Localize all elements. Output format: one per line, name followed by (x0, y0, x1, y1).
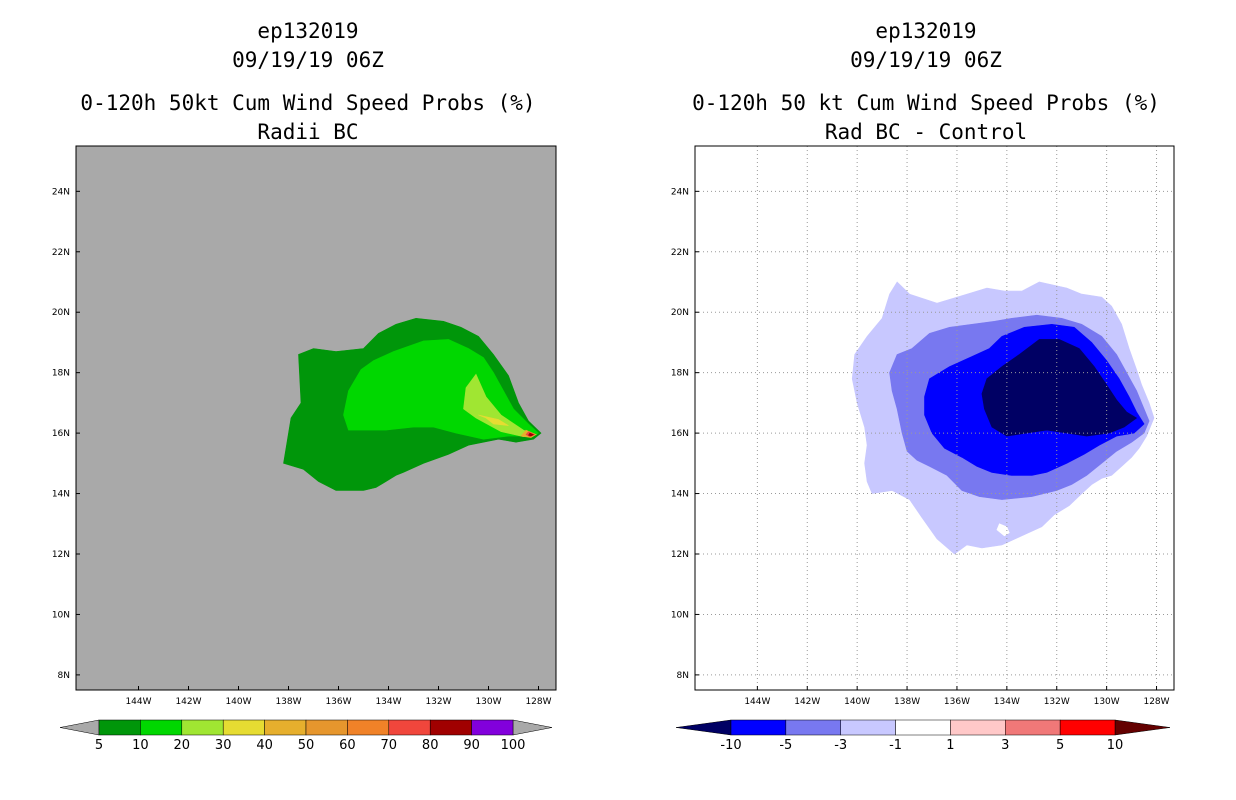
colorbar-swatch (347, 719, 390, 736)
y-tick-label: 14N (671, 490, 689, 500)
colorbar-swatch (471, 719, 514, 736)
colorbar-label: 90 (463, 738, 480, 753)
colorbar-label: -10 (720, 738, 741, 753)
colorbar-label: -5 (779, 738, 792, 753)
left-title: 0-120h 50kt Cum Wind Speed Probs (%) (80, 91, 535, 115)
colorbar-swatch (429, 719, 472, 736)
y-tick-label: 24N (52, 187, 70, 197)
right-storm-id: ep132019 (875, 19, 976, 43)
colorbar-label: 10 (1107, 738, 1124, 753)
x-tick-label: 134W (994, 697, 1020, 707)
left-datetime: 09/19/19 06Z (232, 48, 384, 72)
left-storm-id: ep132019 (257, 19, 358, 43)
y-tick-label: 8N (677, 671, 689, 681)
colorbar-label: -3 (834, 738, 847, 753)
colorbar-label: 30 (215, 738, 232, 753)
panel-rad-bc-minus-control: ep132019 09/19/19 06Z 0-120h 50 kt Cum W… (671, 19, 1175, 753)
colorbar-swatch (98, 719, 141, 736)
x-tick-label: 144W (744, 697, 770, 707)
colorbar-label: 80 (422, 738, 439, 753)
y-tick-label: 8N (58, 671, 70, 681)
right-plot-area: 144W 142W 140W 138W 136W 134W 132W 130W 128W 24N 2… (671, 145, 1175, 707)
y-tick-label: 16N (52, 429, 70, 439)
colorbar-label: 10 (132, 738, 149, 753)
y-tick-label: 22N (671, 248, 689, 258)
left-plot-area: 144W 142W 140W 138W 136W 134W 132W 130W 128W 24N 2… (52, 145, 557, 707)
y-tick-label: 16N (671, 429, 689, 439)
x-tick-label: 128W (1143, 697, 1169, 707)
colorbar-swatch (264, 719, 307, 736)
right-colorbar: -10 -5 -3 -1 1 3 5 10 (675, 719, 1171, 753)
colorbar-swatch (785, 719, 841, 736)
y-tick-label: 14N (52, 490, 70, 500)
x-tick-label: 134W (375, 697, 401, 707)
right-title: 0-120h 50 kt Cum Wind Speed Probs (%) (692, 91, 1160, 115)
x-tick-label: 136W (944, 697, 970, 707)
colorbar-swatch (388, 719, 431, 736)
y-tick-label: 10N (671, 610, 689, 620)
colorbar-swatch (840, 719, 896, 736)
x-tick-label: 132W (1044, 697, 1070, 707)
y-tick-label: 10N (52, 610, 70, 620)
colorbar-swatch (181, 719, 224, 736)
panel-radii-bc: ep132019 09/19/19 06Z 0-120h 50kt Cum Wi… (52, 19, 557, 753)
left-colorbar: 5 10 20 30 40 50 60 70 80 90 100 (59, 719, 553, 753)
colorbar-lower-extend (675, 719, 732, 736)
plot-frame (694, 145, 1175, 691)
y-tick-label: 24N (671, 187, 689, 197)
colorbar-swatch (1059, 719, 1116, 736)
x-tick-label: 138W (894, 697, 920, 707)
colorbar-label: -1 (889, 738, 902, 753)
colorbar-swatch (895, 719, 951, 736)
colorbar-upper-extend (1114, 719, 1171, 736)
colorbar-swatch (730, 719, 787, 736)
colorbar-swatch (950, 719, 1006, 736)
x-tick-label: 136W (325, 697, 351, 707)
contour-level--10 (981, 339, 1138, 437)
colorbar-label: 60 (339, 738, 356, 753)
colorbar-swatch (305, 719, 348, 736)
y-tick-label: 20N (52, 308, 70, 318)
colorbar-label: 1 (946, 738, 954, 753)
right-subtitle: Rad BC - Control (825, 120, 1027, 144)
left-subtitle: Radii BC (257, 120, 358, 144)
contour-level-30 (478, 414, 509, 426)
colorbar-swatch (222, 719, 265, 736)
colorbar-label: 5 (95, 738, 103, 753)
x-tick-label: 144W (125, 697, 151, 707)
x-tick-label: 142W (175, 697, 201, 707)
contour-level-80 (528, 432, 535, 437)
colorbar-swatch (1005, 719, 1061, 736)
x-tick-label: 140W (225, 697, 251, 707)
plot-frame (75, 145, 557, 691)
y-tick-label: 12N (52, 550, 70, 560)
x-tick-label: 130W (1094, 697, 1120, 707)
y-tick-label: 18N (52, 369, 70, 379)
y-tick-label: 20N (671, 308, 689, 318)
x-tick-label: 132W (425, 697, 451, 707)
colorbar-label: 3 (1001, 738, 1009, 753)
y-tick-label: 12N (671, 550, 689, 560)
y-tick-label: 18N (671, 369, 689, 379)
colorbar-label: 5 (1056, 738, 1064, 753)
x-tick-label: 142W (794, 697, 820, 707)
colorbar-lower-extend (59, 719, 100, 736)
x-tick-label: 128W (525, 697, 551, 707)
colorbar-label: 70 (381, 738, 398, 753)
colorbar-label: 100 (501, 738, 526, 753)
colorbar-label: 20 (174, 738, 191, 753)
colorbar-swatch (140, 719, 183, 736)
colorbar-upper-extend (512, 719, 553, 736)
right-datetime: 09/19/19 06Z (850, 48, 1002, 72)
colorbar-label: 40 (256, 738, 273, 753)
y-tick-label: 22N (52, 248, 70, 258)
x-tick-label: 140W (844, 697, 870, 707)
colorbar-label: 50 (298, 738, 315, 753)
x-tick-label: 130W (475, 697, 501, 707)
x-tick-label: 138W (275, 697, 301, 707)
